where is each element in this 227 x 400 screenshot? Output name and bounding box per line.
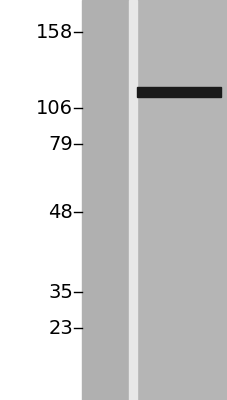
Bar	[82, 0, 128, 400]
Bar	[128, 0, 136, 400]
Text: 106: 106	[36, 98, 73, 118]
Text: 35: 35	[48, 282, 73, 302]
Bar	[136, 87, 220, 97]
Text: 158: 158	[36, 22, 73, 42]
Text: 79: 79	[48, 134, 73, 154]
Text: 48: 48	[48, 202, 73, 222]
Bar	[136, 0, 227, 400]
Text: 23: 23	[48, 318, 73, 338]
